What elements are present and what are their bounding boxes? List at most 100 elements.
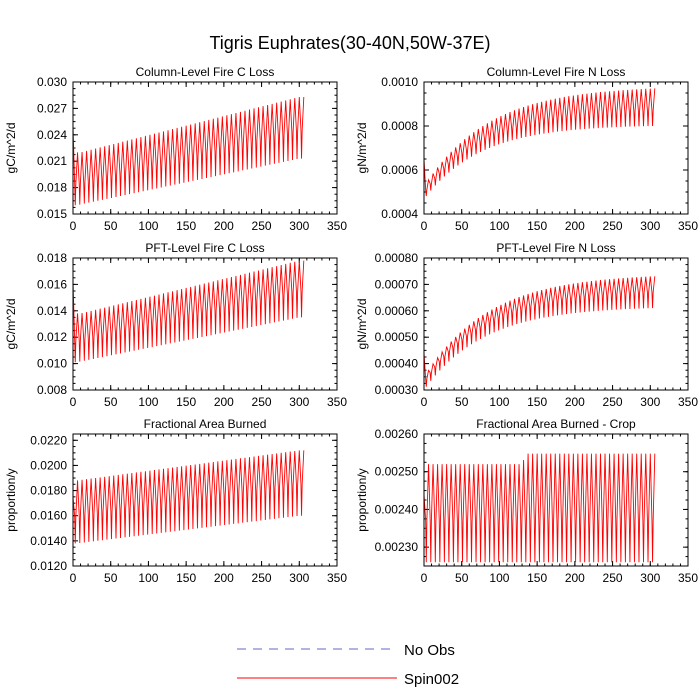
x-tick-label: 350 [678,219,698,233]
x-tick-label: 150 [176,571,196,585]
y-tick-label: 0.00080 [375,251,419,265]
x-tick-label: 150 [176,219,196,233]
x-tick-label: 350 [327,395,347,409]
y-tick-label: 0.00030 [375,383,419,397]
x-tick-label: 250 [603,219,623,233]
x-tick-label: 300 [640,571,660,585]
x-tick-label: 0 [421,395,428,409]
y-axis-label: gN/m^2/d [355,299,369,350]
y-tick-label: 0.024 [37,128,67,142]
y-tick-label: 0.00050 [375,330,419,344]
y-tick-label: 0.00260 [375,427,419,441]
x-tick-label: 0 [70,571,77,585]
x-tick-label: 150 [527,219,547,233]
x-tick-label: 200 [214,219,234,233]
x-tick-label: 50 [104,395,118,409]
x-tick-label: 50 [455,571,469,585]
chart-panel: PFT-Level Fire C Loss gC/m^2/d 0 50 100 150 20… [4,241,347,409]
y-tick-label: 0.021 [37,154,67,168]
y-tick-label: 0.015 [37,207,67,221]
y-tick-label: 0.027 [37,101,67,115]
x-tick-label: 0 [421,219,428,233]
legend-label-spin002: Spin002 [404,671,459,688]
y-tick-label: 0.00040 [375,357,419,371]
x-tick-label: 350 [327,571,347,585]
x-tick-label: 0 [70,395,77,409]
x-tick-label: 300 [640,219,660,233]
x-tick-label: 250 [603,395,623,409]
x-tick-label: 100 [489,219,509,233]
chart-panel: Fractional Area Burned - Crop proportion/… [355,417,698,585]
plot-frame [72,257,338,391]
y-tick-label: 0.0006 [381,163,418,177]
x-tick-label: 100 [138,395,158,409]
x-tick-label: 350 [678,395,698,409]
x-tick-label: 250 [603,571,623,585]
y-tick-label: 0.0008 [381,119,418,133]
y-axis-label: gN/m^2/d [355,123,369,174]
x-tick-label: 150 [527,571,547,585]
y-axis-label: gC/m^2/d [4,299,18,350]
plot-frame [72,81,338,215]
x-tick-label: 0 [421,571,428,585]
plot-frame [72,433,338,567]
x-tick-label: 300 [640,395,660,409]
y-tick-label: 0.0160 [30,509,67,523]
x-tick-label: 50 [455,219,469,233]
y-tick-label: 0.0180 [30,484,67,498]
y-tick-label: 0.012 [37,330,67,344]
y-axis-label: gC/m^2/d [4,123,18,174]
x-tick-label: 300 [289,571,309,585]
y-axis-label: proportion/y [355,468,369,531]
y-tick-label: 0.0200 [30,458,67,472]
y-tick-label: 0.010 [37,357,67,371]
panel-title: Column-Level Fire C Loss [136,65,275,79]
plot-frame [423,257,689,391]
y-tick-label: 0.0010 [381,75,418,89]
x-tick-label: 300 [289,219,309,233]
panel-title: Fractional Area Burned - Crop [476,417,636,431]
x-tick-label: 150 [527,395,547,409]
x-tick-label: 200 [565,219,585,233]
series-line-spin002 [72,260,305,363]
chart-panel: Fractional Area Burned proportion/y 0 50 100… [4,417,347,585]
y-axis-label: proportion/y [4,468,18,531]
x-tick-label: 250 [252,395,272,409]
x-tick-label: 250 [252,219,272,233]
x-tick-label: 0 [70,219,77,233]
y-tick-label: 0.00070 [375,277,419,291]
series-line-spin002 [423,453,656,563]
x-tick-label: 200 [565,395,585,409]
x-tick-label: 50 [104,571,118,585]
figure-title: Tigris Euphrates(30-40N,50W-37E) [209,33,490,53]
series-line-spin002 [72,96,305,206]
y-tick-label: 0.016 [37,277,67,291]
panel-title: Fractional Area Burned [144,417,267,431]
y-tick-label: 0.0004 [381,207,418,221]
plot-frame [423,433,689,567]
series-line-spin002 [423,88,656,197]
chart-panel: Column-Level Fire C Loss gC/m^2/d 0 50 100 15… [4,65,347,233]
x-tick-label: 250 [252,571,272,585]
x-tick-label: 50 [104,219,118,233]
plot-frame [423,81,689,215]
legend: No Obs Spin002 [237,642,459,688]
y-tick-label: 0.00240 [375,502,419,516]
x-tick-label: 50 [455,395,469,409]
x-tick-label: 350 [678,571,698,585]
x-tick-label: 300 [289,395,309,409]
y-tick-label: 0.00230 [375,540,419,554]
x-tick-label: 150 [176,395,196,409]
y-tick-label: 0.018 [37,251,67,265]
panel-title: PFT-Level Fire C Loss [145,241,264,255]
y-tick-label: 0.00060 [375,304,419,318]
x-tick-label: 200 [214,571,234,585]
series-line-spin002 [72,450,305,544]
x-tick-label: 100 [138,571,158,585]
x-tick-label: 200 [214,395,234,409]
chart-panel: Column-Level Fire N Loss gN/m^2/d 0 50 100 15… [355,65,698,233]
y-tick-label: 0.018 [37,181,67,195]
y-tick-label: 0.0220 [30,433,67,447]
chart-panel: PFT-Level Fire N Loss gN/m^2/d 0 50 100 150 20… [355,241,698,409]
